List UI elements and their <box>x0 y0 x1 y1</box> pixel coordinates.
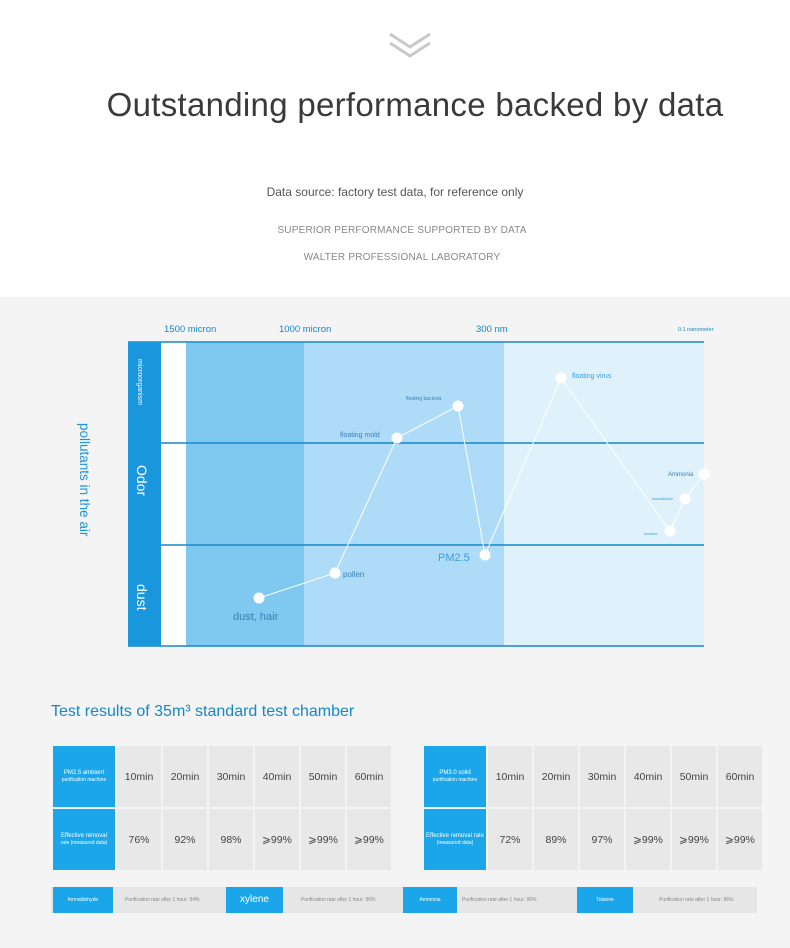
band-small-particles <box>504 342 704 646</box>
point-pollen <box>329 567 341 579</box>
label-ammonia: Ammonia <box>668 472 694 478</box>
value-cell: 72% <box>488 809 532 870</box>
purification-rate-strip: formaldehyde Purification rate after 1 h… <box>51 887 757 913</box>
point-dust-hair <box>253 592 265 604</box>
time-cell: 30min <box>580 746 624 807</box>
value-cell: ⩾99% <box>347 809 391 870</box>
pollutant-size-diagram: 1500 micron 1000 micron 300 nm 0.1 nanom… <box>77 324 714 647</box>
label-floating-mold: floating mold <box>340 432 380 439</box>
strip-rate-xylene: Purification rate after 1 hour: 96% <box>301 897 376 903</box>
time-cell: 50min <box>672 746 716 807</box>
table-row: Effective removal rate (measured data) 7… <box>424 809 762 870</box>
time-cell: 30min <box>209 746 253 807</box>
table-head-cell: Effective removal rate (measured data) <box>424 809 486 870</box>
strip-label-ammonia: Ammonia <box>403 887 457 913</box>
value-cell: ⩾99% <box>672 809 716 870</box>
point-benzene <box>664 525 676 537</box>
time-cell: 60min <box>718 746 762 807</box>
value-cell: ⩾99% <box>718 809 762 870</box>
band-white <box>161 342 186 646</box>
size-label-0-1-nanometer: 0.1 nanometer <box>678 327 714 333</box>
point-pm25 <box>479 549 491 561</box>
table-head-cell: PM2.5 ambient purification machine <box>53 746 115 807</box>
chevron-down-icon <box>389 32 431 58</box>
size-label-1000-micron: 1000 micron <box>279 324 331 335</box>
label-floating-virus: floating virus <box>572 373 612 380</box>
time-cell: 10min <box>117 746 161 807</box>
data-section: 1500 micron 1000 micron 300 nm 0.1 nanom… <box>0 297 790 948</box>
value-cell: 89% <box>534 809 578 870</box>
strip-rate-formaldehyde: Purification rate after 1 hour: 94% <box>125 897 200 903</box>
table-head-top: PM3.0 solid <box>439 769 471 776</box>
value-cell: 98% <box>209 809 253 870</box>
strip-label-xylene: xylene <box>226 887 283 913</box>
table-head-top-sub: purification machine <box>61 777 107 784</box>
time-cell: 50min <box>301 746 345 807</box>
band-medium-particles <box>304 342 504 646</box>
header-section: Outstanding performance backed by data D… <box>0 0 790 297</box>
value-cell: ⩾99% <box>301 809 345 870</box>
strip-label-toluene: Toluene <box>577 887 633 913</box>
data-source-note: Data source: factory test data, for refe… <box>266 185 524 199</box>
point-floating-bacteria <box>452 400 464 412</box>
row-label-dust: dust <box>134 584 150 611</box>
label-pollen: pollen <box>343 570 364 579</box>
value-cell: ⩾99% <box>626 809 670 870</box>
label-dust-hair: dust, hair <box>233 611 279 623</box>
value-cell: 92% <box>163 809 207 870</box>
time-cell: 40min <box>255 746 299 807</box>
label-formaldehyde: formaldehyde <box>652 497 673 501</box>
value-cell: 97% <box>580 809 624 870</box>
time-cell: 20min <box>163 746 207 807</box>
row-label-microorganism: microorganism <box>136 359 143 405</box>
table-head-cell: PM3.0 solid purification machine <box>424 746 486 807</box>
value-cell: ⩾99% <box>255 809 299 870</box>
table-row: PM2.5 ambient purification machine 10min… <box>53 746 391 807</box>
label-benzene: benzene <box>644 532 657 536</box>
results-table-pm30: PM3.0 solid purification machine 10min 2… <box>422 744 764 872</box>
strip-rate-ammonia: Purification rate after 1 hour: 96% <box>462 897 537 903</box>
time-cell: 60min <box>347 746 391 807</box>
table-head-bottom: Effective removal <box>61 832 107 839</box>
table-head-bottom-sub: rate (measured data) <box>60 840 108 847</box>
label-floating-bacteria: floating bacteria <box>406 396 442 402</box>
point-formaldehyde <box>679 493 691 505</box>
page-title: Outstanding performance backed by data <box>106 86 724 123</box>
table-head-bottom: Effective removal rate <box>426 832 484 839</box>
table-head-bottom-sub: (measured data) <box>436 840 474 847</box>
table-row: Effective removal rate (measured data) 7… <box>53 809 391 870</box>
row-label-odor: Odor <box>134 465 150 496</box>
band-large-particles <box>186 342 304 646</box>
subtitle-laboratory: WALTER PROFESSIONAL LABORATORY <box>303 252 501 263</box>
table-head-cell: Effective removal rate (measured data) <box>53 809 115 870</box>
subtitle-performance: SUPERIOR PERFORMANCE SUPPORTED BY DATA <box>277 225 527 236</box>
table-row: PM3.0 solid purification machine 10min 2… <box>424 746 762 807</box>
strip-rate-toluene: Purification rate after 1 hour: 96% <box>659 897 734 903</box>
strip-label-formaldehyde: formaldehyde <box>53 887 113 913</box>
table-head-top-sub: purification machine <box>432 777 478 784</box>
vertical-title: pollutants in the air <box>77 423 92 537</box>
time-cell: 10min <box>488 746 532 807</box>
point-ammonia <box>698 468 710 480</box>
point-floating-mold <box>391 432 403 444</box>
results-title: Test results of 35m³ standard test chamb… <box>51 703 355 720</box>
time-cell: 40min <box>626 746 670 807</box>
value-cell: 76% <box>117 809 161 870</box>
point-floating-virus <box>555 372 567 384</box>
time-cell: 20min <box>534 746 578 807</box>
size-label-1500-micron: 1500 micron <box>164 324 216 335</box>
size-label-300-nm: 300 nm <box>476 324 508 335</box>
results-table-pm25: PM2.5 ambient purification machine 10min… <box>51 744 393 872</box>
label-pm25: PM2.5 <box>438 552 470 564</box>
table-head-top: PM2.5 ambient <box>63 769 105 776</box>
category-bar <box>128 342 161 646</box>
